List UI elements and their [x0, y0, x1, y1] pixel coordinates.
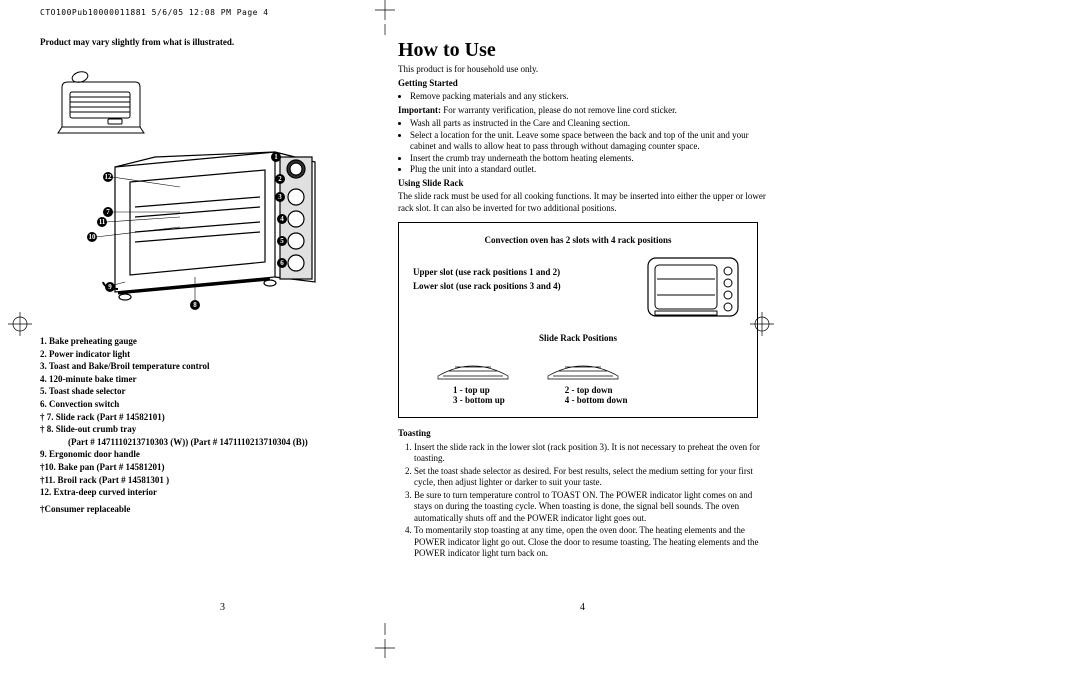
part-10: †10. Bake pan (Part # 14581201) [58, 461, 380, 474]
pos-1: 1 - top up [453, 385, 505, 395]
oven-front-icon [643, 253, 743, 323]
rack-shape-2 [543, 351, 623, 381]
part-4: 4. 120-minute bake timer [58, 373, 380, 386]
gs-5: Plug the unit into a standard outlet. [410, 164, 768, 176]
left-reg-mark [8, 312, 32, 336]
svg-text:2: 2 [278, 175, 282, 183]
toast-4: To momentarily stop toasting at any time… [414, 525, 768, 560]
disclaimer-text: Product may vary slightly from what is i… [40, 37, 380, 47]
toasting-head: Toasting [398, 428, 768, 440]
svg-text:5: 5 [280, 237, 284, 245]
rack-box-title: Convection oven has 2 slots with 4 rack … [413, 235, 743, 245]
toast-2: Set the toast shade selector as desired.… [414, 466, 768, 489]
svg-text:9: 9 [108, 283, 112, 291]
part-1: 1. Bake preheating gauge [58, 335, 380, 348]
part-8b: (Part # 1471110213710303 (W)) (Part # 14… [68, 436, 380, 449]
rack-pos-title: Slide Rack Positions [413, 333, 743, 343]
svg-text:11: 11 [99, 218, 106, 226]
pos-2: 2 - top down [565, 385, 628, 395]
svg-text:4: 4 [280, 215, 284, 223]
gs-4: Insert the crumb tray underneath the bot… [410, 153, 768, 165]
part-3: 3. Toast and Bake/Broil temperature cont… [58, 360, 380, 373]
rack-position-diagrams [433, 351, 743, 381]
svg-text:10: 10 [89, 233, 97, 241]
part-12: 12. Extra-deep curved interior [58, 486, 380, 499]
oven-diagram: 1 2 3 4 5 6 7 8 9 10 11 12 [40, 57, 360, 327]
part-5: 5. Toast shade selector [58, 385, 380, 398]
page-number-right: 4 [580, 602, 585, 613]
part-8: † 8. Slide-out crumb tray [58, 423, 380, 436]
top-crop-mark [375, 0, 395, 35]
pos-labels: 1 - top up 3 - bottom up 2 - top down 4 … [453, 385, 743, 405]
parts-list: 1. Bake preheating gauge 2. Power indica… [40, 335, 380, 515]
important-note: Important: For warranty verification, pl… [398, 105, 768, 117]
toast-1: Insert the slide rack in the lower slot … [414, 442, 768, 465]
svg-text:1: 1 [274, 153, 278, 161]
part-11: †11. Broil rack (Part # 14581301 ) [58, 474, 380, 487]
bottom-crop-mark [375, 623, 395, 658]
pos-3: 3 - bottom up [453, 395, 505, 405]
getting-started-list2: Wash all parts as instructed in the Care… [398, 118, 768, 176]
svg-text:8: 8 [193, 301, 197, 309]
page-right: How to Use This product is for household… [398, 35, 768, 562]
svg-text:3: 3 [278, 193, 282, 201]
part-2: 2. Power indicator light [58, 348, 380, 361]
part-7: † 7. Slide rack (Part # 14582101) [58, 411, 380, 424]
gs-3: Select a location for the unit. Leave so… [410, 130, 768, 153]
page-number-left: 3 [220, 602, 225, 613]
gs-1: Remove packing materials and any sticker… [410, 91, 768, 103]
intro-text: This product is for household use only. [398, 64, 768, 76]
svg-text:6: 6 [280, 259, 284, 267]
part-6: 6. Convection switch [58, 398, 380, 411]
using-rack-head: Using Slide Rack [398, 178, 768, 190]
print-header: CTO100Pub10000011881 5/6/05 12:08 PM Pag… [40, 8, 269, 17]
getting-started-list: Remove packing materials and any sticker… [398, 91, 768, 103]
toasting-list: Insert the slide rack in the lower slot … [398, 442, 768, 560]
gs-2: Wash all parts as instructed in the Care… [410, 118, 768, 130]
page-title: How to Use [398, 39, 768, 62]
svg-text:12: 12 [105, 173, 113, 181]
toast-3: Be sure to turn temperature control to T… [414, 490, 768, 525]
part-9: 9. Ergonomic door handle [58, 448, 380, 461]
svg-text:7: 7 [106, 208, 110, 216]
getting-started-head: Getting Started [398, 78, 768, 90]
part-note: †Consumer replaceable [58, 503, 380, 516]
page-left: Product may vary slightly from what is i… [40, 35, 380, 515]
rack-shape-1 [433, 351, 513, 381]
using-rack-text: The slide rack must be used for all cook… [398, 191, 768, 214]
rack-box: Convection oven has 2 slots with 4 rack … [398, 222, 758, 418]
pos-4: 4 - bottom down [565, 395, 628, 405]
